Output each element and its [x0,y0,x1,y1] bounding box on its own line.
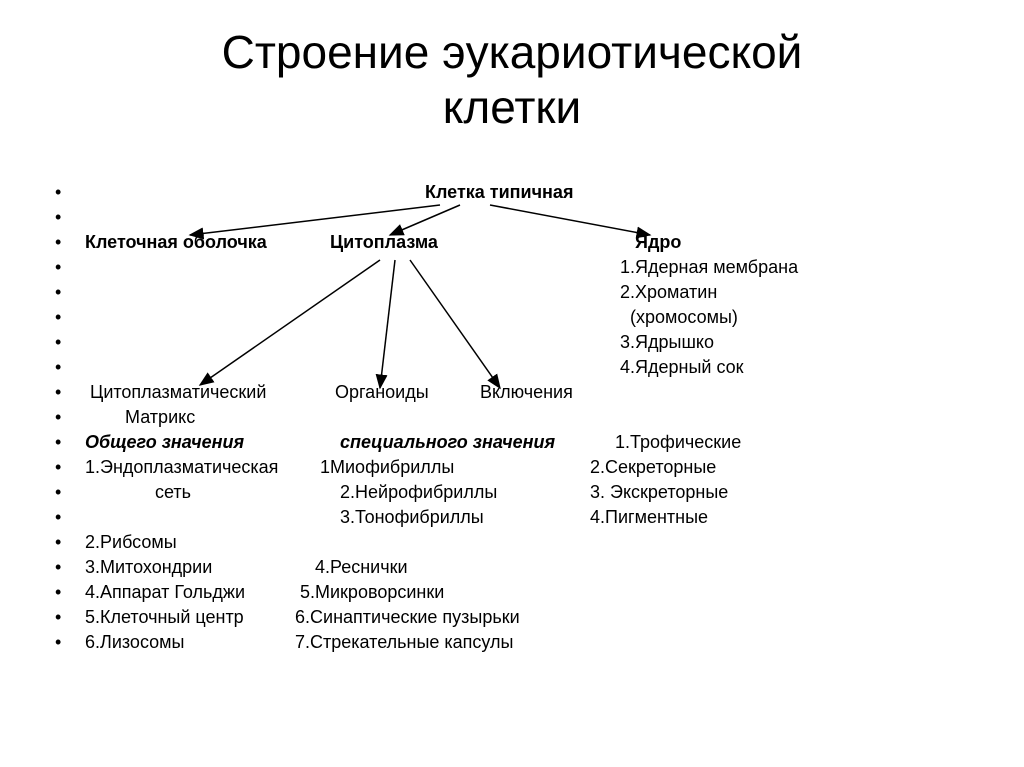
content-area: Клетка типичная Клеточная оболочка Цитоп… [55,180,969,655]
header-general: Общего значения [85,430,244,455]
nucleus-row-3: (хромосомы) [55,305,969,330]
level2-row: Клеточная оболочка Цитоплазма Ядро [55,230,969,255]
special-6: 6.Синаптические пузырьки [295,605,520,630]
general-4: 4.Аппарат Гольджи [85,580,245,605]
special-5: 5.Микроворсинки [300,580,444,605]
general-6: 6.Лизосомы [85,630,184,655]
nucleus-row-4: 3.Ядрышко [55,330,969,355]
nucleus-row-5: 4.Ядерный сок [55,355,969,380]
slide-title: Строение эукариотической клетки [0,0,1024,135]
cyto-organoids: Органоиды [335,380,429,405]
detail-row-2: сеть 2.Нейрофибриллы 3. Экскреторные [55,480,969,505]
nucleus-item-3: (хромосомы) [630,305,738,330]
node-nucleus: Ядро [635,230,681,255]
general-2: 2.Рибсомы [85,530,177,555]
cyto-matrix-a: Цитоплазматический [90,380,266,405]
general-3: 3.Митохондрии [85,555,212,580]
detail-row-1: 1.Эндоплазматическая 1Миофибриллы 2.Секр… [55,455,969,480]
detail-row-8: 6.Лизосомы 7.Стрекательные капсулы [55,630,969,655]
nucleus-item-5: 4.Ядерный сок [620,355,744,380]
nucleus-item-2: 2.Хроматин [620,280,717,305]
inclusion-3: 3. Экскреторные [590,480,728,505]
special-3: 3.Тонофибриллы [340,505,484,530]
title-line-1: Строение эукариотической [222,26,803,78]
cyto-matrix-row-b: Матрикс [55,405,969,430]
node-cytoplasm: Цитоплазма [330,230,438,255]
special-7: 7.Стрекательные капсулы [295,630,513,655]
inclusion-2: 2.Секреторные [590,455,716,480]
general-1b: сеть [155,480,191,505]
nucleus-row-2: 2.Хроматин [55,280,969,305]
special-1: 1Миофибриллы [320,455,454,480]
cyto-children-row: Цитоплазматический Органоиды Включения [55,380,969,405]
node-membrane: Клеточная оболочка [85,230,267,255]
cyto-inclusions: Включения [480,380,573,405]
root-row: Клетка типичная [55,180,969,205]
detail-row-3: 3.Тонофибриллы 4.Пигментные [55,505,969,530]
cyto-matrix-b: Матрикс [125,405,195,430]
header-special: специального значения [340,430,555,455]
detail-row-4: 2.Рибсомы [55,530,969,555]
special-2: 2.Нейрофибриллы [340,480,497,505]
nucleus-item-1: 1.Ядерная мембрана [620,255,798,280]
org-headers-row: Общего значения специального значения 1.… [55,430,969,455]
title-line-2: клетки [443,81,581,133]
detail-row-5: 3.Митохондрии 4.Реснички [55,555,969,580]
nucleus-row-1: 1.Ядерная мембрана [55,255,969,280]
detail-row-7: 5.Клеточный центр 6.Синаптические пузырь… [55,605,969,630]
nucleus-item-4: 3.Ядрышко [620,330,714,355]
inclusion-4: 4.Пигментные [590,505,708,530]
general-1a: 1.Эндоплазматическая [85,455,278,480]
general-5: 5.Клеточный центр [85,605,244,630]
empty-row [55,205,969,230]
special-4: 4.Реснички [315,555,408,580]
detail-row-6: 4.Аппарат Гольджи 5.Микроворсинки [55,580,969,605]
root-node: Клетка типичная [425,180,573,205]
inclusion-1: 1.Трофические [615,430,741,455]
